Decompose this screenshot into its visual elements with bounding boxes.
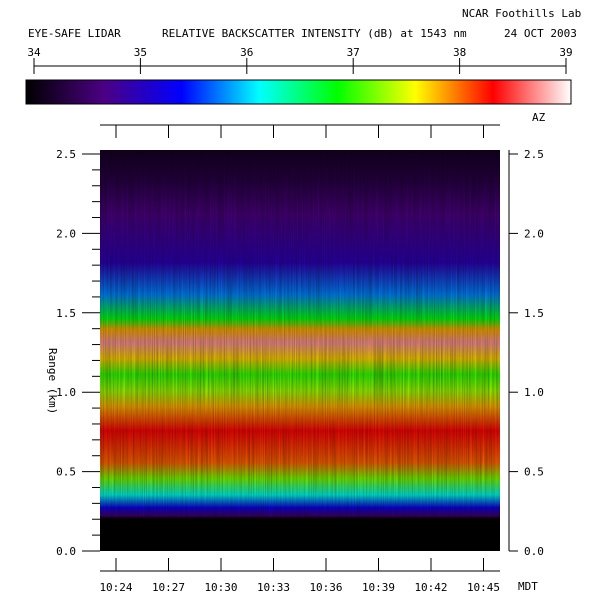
y-tick-label-right: 2.0 [524,227,544,240]
y-tick-label-left: 0.5 [56,466,76,479]
y-tick-label-right: 0.0 [524,545,544,558]
colorbar-tick-label: 38 [453,46,466,59]
x-tick-label: 10:30 [204,581,237,594]
y-tick-label-left: 2.0 [56,227,76,240]
colorbar-strip [25,79,572,105]
instrument-label: EYE-SAFE LIDAR [28,27,121,40]
x-tick-label: 10:36 [309,581,342,594]
x-axis-label: MDT [518,580,538,593]
y-tick-label-right: 1.5 [524,307,544,320]
y-axis-label: Range (km) [46,348,59,414]
date-label: 24 OCT 2003 [504,27,577,40]
y-tick-label-right: 2.5 [524,148,544,161]
backscatter-streaks [100,150,500,551]
x-tick-label: 10:42 [414,581,447,594]
plot-area: 0.0 0.0 0.5 0.5 1.0 1.0 1.5 1.5 2.0 2.0 2.5 2.5 10:… [46,124,544,594]
y-tick-label-left: 1.0 [56,386,76,399]
colorbar-tick-label: 34 [27,46,41,59]
y-tick-label-right: 1.0 [524,386,544,399]
x-tick-label: 10:27 [152,581,185,594]
y-tick-label-left: 2.5 [56,148,76,161]
colorbar-unit-label: AZ [532,111,546,124]
x-tick-label: 10:24 [99,581,132,594]
y-tick-label-left: 1.5 [56,307,76,320]
x-tick-label: 10:33 [257,581,290,594]
x-tick-label: 10:45 [467,581,500,594]
chart-title: RELATIVE BACKSCATTER INTENSITY (dB) at 1… [162,27,467,40]
x-axis-ticks: 10:24 10:27 10:30 10:33 10:36 10:39 10:42 10:45 [99,125,500,594]
colorbar-tick-label: 37 [347,46,360,59]
y-tick-label-left: 0.0 [56,545,76,558]
colorbar: 34 35 36 37 38 39 [25,46,573,105]
colorbar-tick-label: 36 [240,46,253,59]
x-tick-label: 10:39 [362,581,395,594]
y-tick-label-right: 0.5 [524,466,544,479]
lab-name: NCAR Foothills Lab [462,7,582,20]
colorbar-ticks: 34 35 36 37 38 39 [27,46,573,74]
colorbar-tick-label: 35 [134,46,147,59]
y-axis-ticks: 0.0 0.0 0.5 0.5 1.0 1.0 1.5 1.5 2.0 2.0 2.5 2.5 [56,148,544,558]
colorbar-tick-label: 39 [559,46,572,59]
